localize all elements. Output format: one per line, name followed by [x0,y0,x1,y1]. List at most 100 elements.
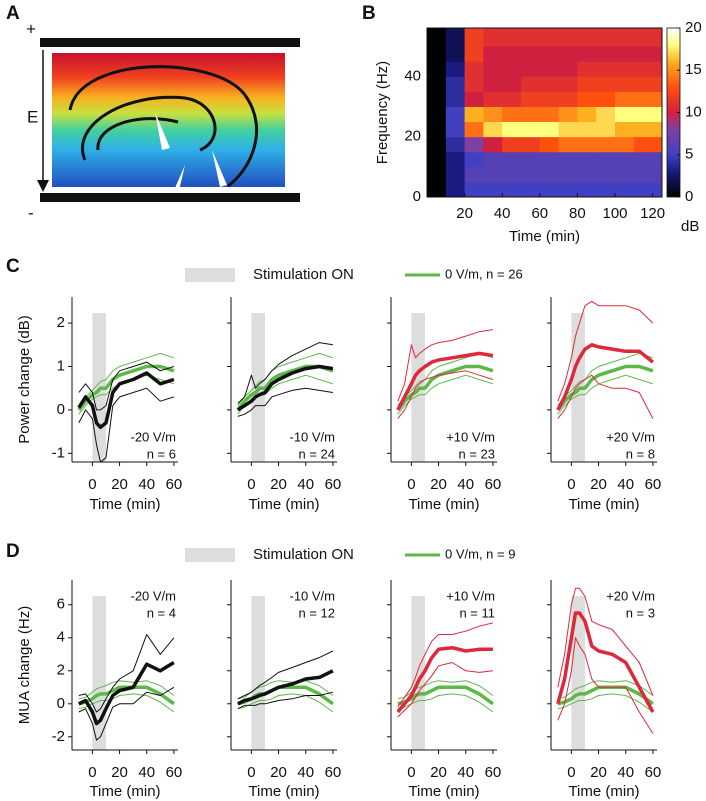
panel-annotation: +10 V/m [446,588,495,603]
heat-cell [464,106,484,123]
plus-label: + [26,19,36,38]
heat-cell [539,76,560,92]
x-tick-label: 60 [645,764,662,781]
heat-cell [633,166,663,183]
heat-cell [483,28,503,47]
mean-line [556,364,654,411]
heat-cell [521,166,541,183]
x-tick-label: 0 [247,476,255,493]
heat-cell [577,46,597,62]
heat-cell [539,46,560,62]
x-tick-label: 0 [88,476,96,493]
panel-annotation: n = 12 [298,605,335,620]
x-axis-label: Time (min) [509,228,580,245]
sem-line [557,300,654,402]
heat-cell [615,166,635,183]
x-tick-label: 20 [430,764,447,781]
panel-annotation: n = 11 [459,605,495,620]
panel-annotation: n = 3 [626,605,655,620]
heat-cell [427,166,447,183]
x-tick-label: 40 [457,476,474,493]
heat-cell [427,61,447,77]
heat-cell [445,166,466,183]
stim-band [92,596,106,750]
heat-cell [502,121,522,138]
heat-cell [615,61,635,77]
heat-cell [483,91,503,107]
mean-line [396,645,493,714]
x-tick-label: 40 [617,476,634,493]
heat-cell [539,151,560,168]
minus-label: - [28,203,34,222]
legend-stim [185,548,235,562]
electrode-plate [40,193,300,202]
panel-annotation: +10 V/m [446,429,495,444]
heat-cell [445,28,466,47]
y-tick-label: -1 [52,444,65,461]
y-tick-label: 4 [57,629,65,646]
panel-annotation: -10 V/m [289,588,335,603]
heat-cell [558,136,578,153]
colorbar-tick-label: 0 [685,188,693,205]
x-tick-label: 0 [567,764,575,781]
x-tick-label: 20 [590,476,607,493]
sem-line [397,370,494,419]
colorbar-label: dB [681,218,699,235]
panel-annotation: -20 V/m [130,429,176,444]
heat-cell [596,166,616,183]
x-tick-label: 40 [494,205,511,222]
legend-stim [185,268,235,282]
heat-cell [633,46,663,62]
hippocampus-outline [81,95,217,161]
heat-cell [615,46,635,62]
x-axis-label: Time (min) [248,496,319,513]
heat-cell [615,28,635,47]
heat-cell [502,181,522,198]
heat-cell [633,28,663,47]
y-axis-label: MUA change (Hz) [16,606,33,724]
panel-label: B [362,3,376,24]
sem-line [397,329,493,402]
legend-label: 0 V/m, n = 9 [445,546,515,561]
heat-cell [502,91,522,107]
heat-cell [577,61,597,77]
heat-cell [483,106,503,123]
x-axis-label: Time (min) [408,496,479,513]
heat-cell [445,46,466,62]
heat-cell [464,181,484,198]
heat-cell [633,181,663,198]
heat-cell [539,166,560,183]
y-axis-label: Frequency (Hz) [374,61,391,164]
heat-cell [427,91,447,107]
x-tick-label: 0 [407,476,415,493]
heat-cell [596,121,616,138]
heat-cell [577,181,597,198]
panel-annotation: n = 8 [626,446,655,461]
x-tick-label: 60 [325,764,342,781]
sem-line [78,387,175,463]
x-tick-label: 60 [325,476,342,493]
mean-line [78,661,175,726]
heat-cell [427,151,447,168]
sem-line [237,691,334,710]
heat-cell [615,76,635,92]
heat-cell [427,106,447,123]
x-tick-label: 40 [297,764,314,781]
heat-cell [427,136,447,153]
heat-cell [539,106,560,123]
heat-cell [558,76,578,92]
panel-annotation: n = 24 [298,446,335,461]
heat-cell [596,136,616,153]
x-tick-label: 60 [485,476,502,493]
heat-cell [521,46,541,62]
electrode [212,150,227,187]
heat-cell [483,181,503,198]
panel-annotation: -20 V/m [130,588,176,603]
heat-cell [483,136,503,153]
heat-cell [427,121,447,138]
heat-cell [615,136,635,153]
electrode-plate [40,38,300,47]
x-tick-label: 20 [430,476,447,493]
heat-cell [502,136,522,153]
x-tick-label: 60 [166,476,183,493]
